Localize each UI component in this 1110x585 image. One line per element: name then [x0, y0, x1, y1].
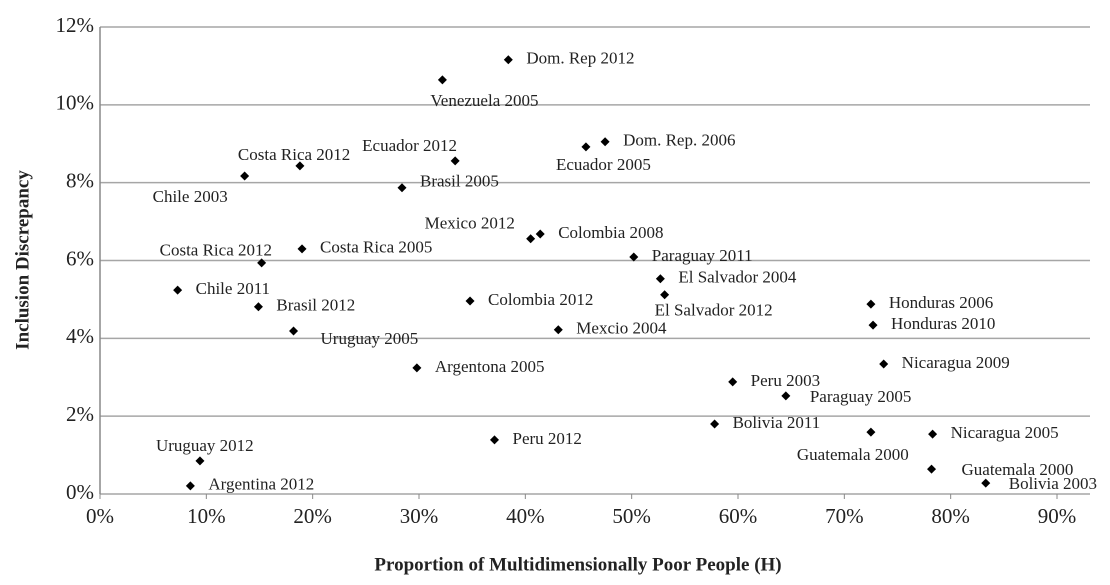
marker	[489, 435, 499, 445]
point-label: Mexcio 2004	[576, 319, 667, 338]
point-label: Chile 2011	[196, 279, 270, 298]
point-label: Venezuela 2005	[430, 91, 538, 110]
point-label: Colombia 2008	[558, 223, 663, 242]
marker	[710, 419, 720, 429]
marker	[600, 137, 610, 147]
point-label: Chile 2003	[153, 187, 228, 206]
point-label: Ecuador 2005	[556, 155, 651, 174]
marker	[289, 326, 299, 336]
marker	[295, 161, 305, 171]
point-label: Nicaragua 2009	[902, 353, 1010, 372]
y-tick-label: 0%	[66, 480, 94, 504]
point-label: Argentina 2012	[208, 475, 314, 494]
y-tick-label: 6%	[66, 246, 94, 270]
marker	[397, 183, 407, 193]
marker	[253, 302, 263, 312]
marker	[535, 229, 545, 239]
marker	[928, 429, 938, 439]
point-label: Paraguay 2011	[652, 246, 753, 265]
x-tick-label: 20%	[293, 504, 332, 528]
point-label: Mexico 2012	[425, 214, 515, 233]
x-tick-label: 70%	[825, 504, 864, 528]
point-label: El Salvador 2004	[678, 268, 797, 287]
x-tick-label: 30%	[400, 504, 439, 528]
marker	[195, 456, 205, 466]
point-label: El Salvador 2012	[655, 301, 773, 320]
marker	[866, 299, 876, 309]
x-tick-label: 40%	[506, 504, 545, 528]
marker	[728, 377, 738, 387]
marker	[927, 464, 937, 474]
marker	[629, 252, 639, 262]
marker	[526, 234, 536, 244]
x-axis-title: Proportion of Multidimensionally Poor Pe…	[374, 554, 781, 575]
marker	[465, 296, 475, 306]
point-label: Paraguay 2005	[810, 387, 912, 406]
x-tick-label: 80%	[931, 504, 970, 528]
point-label: Brasil 2012	[276, 296, 355, 315]
marker	[257, 258, 267, 268]
marker	[655, 274, 665, 284]
point-label: Brasil 2005	[420, 172, 499, 191]
y-axis-title: Inclusion Discrepancy	[12, 170, 33, 350]
y-tick-label: 10%	[56, 91, 95, 115]
marker	[781, 391, 791, 401]
marker	[868, 320, 878, 330]
x-tick-label: 50%	[612, 504, 651, 528]
point-label: Dom. Rep. 2006	[623, 131, 735, 150]
point-label: Costa Rica 2012	[160, 241, 272, 260]
marker	[553, 325, 563, 335]
marker	[437, 75, 447, 85]
marker	[981, 478, 991, 488]
marker	[581, 142, 591, 152]
point-label: Bolivia 2011	[733, 413, 821, 432]
point-label: Bolivia 2003	[1009, 474, 1097, 493]
x-tick-label: 0%	[86, 504, 114, 528]
point-label: Uruguay 2005	[321, 329, 419, 348]
point-label: Guatemala 2000	[797, 445, 909, 464]
x-tick-label: 90%	[1038, 504, 1077, 528]
point-label: Nicaragua 2005	[951, 423, 1059, 442]
point-label: Honduras 2010	[891, 314, 995, 333]
marker	[173, 285, 183, 295]
marker	[503, 55, 513, 65]
marker	[297, 244, 307, 254]
point-label: Colombia 2012	[488, 290, 593, 309]
y-tick-label: 2%	[66, 402, 94, 426]
point-label: Costa Rica 2012	[238, 145, 350, 164]
y-tick-label: 12%	[56, 13, 95, 37]
point-label: Costa Rica 2005	[320, 238, 432, 257]
marker	[450, 156, 460, 166]
y-tick-label: 8%	[66, 168, 94, 192]
x-tick-label: 10%	[187, 504, 226, 528]
x-tick-label: 60%	[719, 504, 758, 528]
point-label: Honduras 2006	[889, 293, 993, 312]
point-label: Peru 2012	[512, 429, 581, 448]
y-tick-label: 4%	[66, 324, 94, 348]
point-label: Guatemala 2000	[962, 460, 1074, 479]
marker	[240, 171, 250, 181]
marker	[412, 363, 422, 373]
marker	[866, 427, 876, 437]
point-label: Ecuador 2012	[362, 136, 457, 155]
marker	[185, 481, 195, 491]
point-label: Uruguay 2012	[156, 436, 254, 455]
point-label: Dom. Rep 2012	[526, 49, 634, 68]
point-label: Peru 2003	[751, 371, 820, 390]
marker	[879, 359, 889, 369]
marker	[660, 290, 670, 300]
point-label: Argentona 2005	[435, 357, 545, 376]
